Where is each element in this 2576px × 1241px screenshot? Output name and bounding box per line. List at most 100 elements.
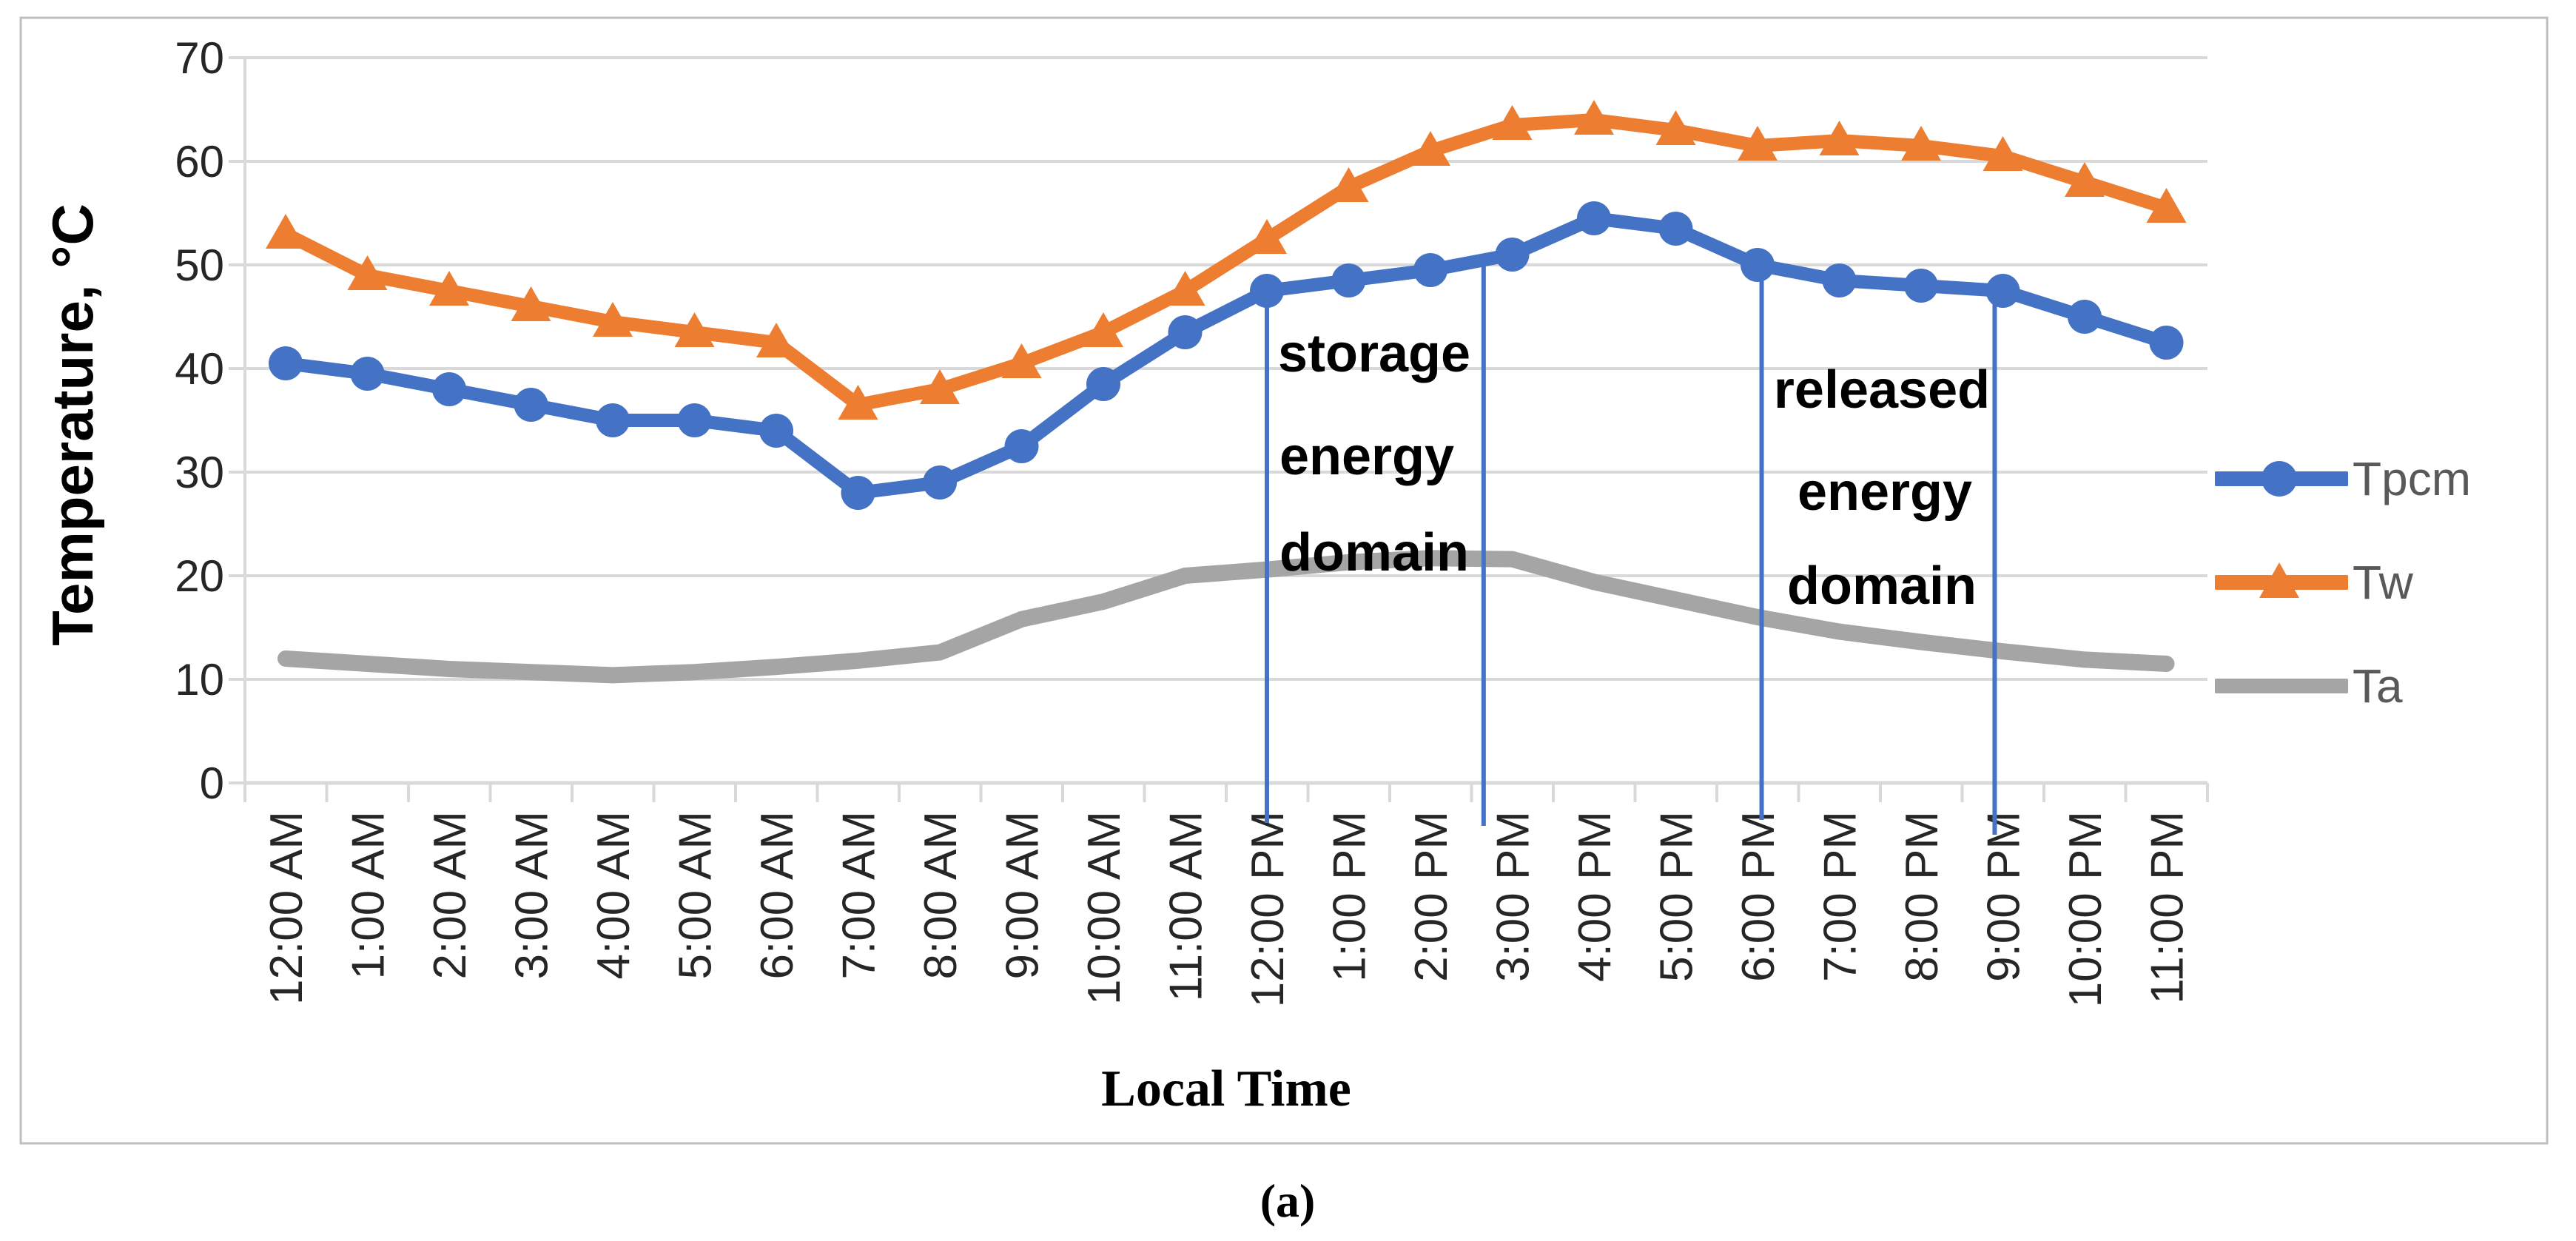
- data-point-Tpcm: [1086, 367, 1120, 401]
- y-tick-label: 70: [175, 33, 224, 83]
- data-point-Tw: [756, 323, 796, 357]
- x-tick-label: 1:00 PM: [1325, 811, 1376, 982]
- data-point-Tpcm: [1822, 263, 1857, 297]
- legend-item-Tw: Tw: [2215, 531, 2471, 634]
- x-tick-label: 3:00 PM: [1488, 811, 1539, 982]
- data-point-Tpcm: [1985, 274, 2020, 308]
- data-point-Tpcm: [596, 403, 630, 437]
- y-tick-label: 30: [175, 448, 224, 497]
- x-tick-label: 4:00 AM: [588, 811, 639, 979]
- annotation-domain: domain: [1279, 523, 1469, 582]
- x-tick-label: 8:00 AM: [915, 811, 966, 979]
- x-tick-label: 12:00 AM: [261, 811, 312, 1005]
- data-point-Tw: [838, 385, 878, 420]
- data-point-Tw: [347, 255, 388, 290]
- data-point-Tw: [2065, 162, 2105, 197]
- y-axis-title: Temperature, °C: [40, 204, 105, 646]
- data-point-Tw: [674, 312, 715, 347]
- data-point-Tw: [920, 369, 960, 404]
- legend-label: Ta: [2353, 659, 2403, 713]
- x-tick-label: 2:00 AM: [425, 811, 476, 979]
- x-tick-label: 2:00 PM: [1406, 811, 1457, 982]
- x-tick-label: 10:00 PM: [2060, 811, 2111, 1007]
- data-point-Tw: [1247, 219, 1287, 254]
- x-tick-label: 11:00 AM: [1161, 811, 1212, 1001]
- data-point-Tw: [429, 271, 469, 306]
- x-tick-label: 6:00 AM: [752, 811, 803, 979]
- data-point-Tpcm: [2149, 326, 2184, 360]
- data-point-Tw: [2146, 188, 2187, 223]
- y-tick-label: 60: [175, 137, 224, 186]
- legend-marker-none: [2215, 679, 2348, 693]
- chart-legend: Tpcm Tw Ta: [2215, 427, 2471, 738]
- data-point-Tw: [1165, 271, 1205, 306]
- data-point-Tw: [1574, 100, 1614, 135]
- x-tick-label: 9:00 AM: [998, 811, 1049, 979]
- legend-item-Ta: Ta: [2215, 634, 2471, 738]
- x-tick-label: 1:00 AM: [343, 811, 394, 979]
- data-point-Tpcm: [1004, 429, 1039, 463]
- data-point-Tpcm: [1413, 253, 1447, 287]
- data-point-Tw: [1738, 126, 1778, 161]
- data-point-Tpcm: [759, 414, 793, 448]
- figure-caption: (a): [1260, 1174, 1316, 1227]
- data-point-Tw: [593, 302, 633, 337]
- y-tick-label: 0: [200, 759, 224, 808]
- y-tick-label: 50: [175, 241, 224, 290]
- data-point-Tw: [1001, 343, 1042, 378]
- data-point-Tpcm: [1741, 248, 1775, 282]
- x-tick-label: 11:00 PM: [2142, 811, 2193, 1004]
- x-tick-label: 6:00 PM: [1733, 811, 1784, 982]
- legend-marker-circle: [2215, 461, 2348, 497]
- data-point-Tpcm: [923, 465, 957, 500]
- data-point-Tw: [1983, 136, 2023, 171]
- x-tick-label: 3:00 AM: [507, 811, 558, 979]
- data-point-Tpcm: [269, 346, 303, 380]
- x-tick-label: 5:00 AM: [670, 811, 722, 979]
- data-point-Tpcm: [1331, 263, 1366, 297]
- data-point-Tpcm: [350, 357, 385, 391]
- x-tick-label: 9:00 PM: [1979, 811, 2030, 982]
- annotation-released: released: [1774, 360, 1990, 420]
- annotation-energy: energy: [1279, 427, 1454, 486]
- series-line-Ta: [278, 550, 2175, 684]
- data-point-Tw: [1492, 105, 1533, 140]
- data-point-Tpcm: [514, 388, 548, 422]
- data-point-Tpcm: [432, 372, 466, 406]
- data-point-Tpcm: [1495, 238, 1530, 272]
- x-tick-label: 12:00 PM: [1242, 811, 1294, 1007]
- data-point-Tpcm: [1904, 269, 1938, 303]
- data-point-Tw: [1083, 312, 1123, 347]
- x-tick-label: 7:00 PM: [1815, 811, 1866, 982]
- series-line-Tw: [282, 113, 2169, 411]
- data-point-Tpcm: [1168, 315, 1203, 349]
- data-point-Tw: [1901, 126, 1941, 161]
- annotation-storage: storage: [1278, 324, 1470, 383]
- x-axis-title: Local Time: [1101, 1060, 1351, 1117]
- data-point-Tw: [1655, 110, 1696, 145]
- legend-item-Tpcm: Tpcm: [2215, 427, 2471, 531]
- data-point-Tw: [1410, 131, 1450, 166]
- data-point-Tpcm: [677, 403, 712, 437]
- data-point-Tpcm: [1577, 201, 1611, 235]
- annotation-energy: energy: [1798, 463, 1972, 522]
- data-point-Tpcm: [841, 476, 875, 510]
- x-tick-label: 10:00 AM: [1079, 811, 1130, 1005]
- x-tick-label: 7:00 AM: [834, 811, 885, 979]
- x-tick-label: 4:00 PM: [1570, 811, 1621, 982]
- data-point-Tpcm: [1658, 212, 1693, 246]
- data-point-Tpcm: [2068, 300, 2102, 334]
- data-point-Tw: [266, 214, 306, 249]
- data-point-Tw: [1328, 167, 1369, 202]
- y-tick-label: 20: [175, 551, 224, 601]
- data-point-Tw: [1819, 121, 1860, 155]
- legend-label: Tpcm: [2353, 452, 2471, 505]
- legend-label: Tw: [2353, 556, 2413, 609]
- x-tick-label: 5:00 PM: [1652, 811, 1703, 982]
- data-point-Tpcm: [1250, 274, 1284, 308]
- x-tick-label: 8:00 PM: [1897, 811, 1948, 982]
- annotation-domain: domain: [1787, 556, 1977, 616]
- legend-marker-triangle: [2215, 562, 2348, 598]
- chart-outer-border: [19, 16, 2549, 1145]
